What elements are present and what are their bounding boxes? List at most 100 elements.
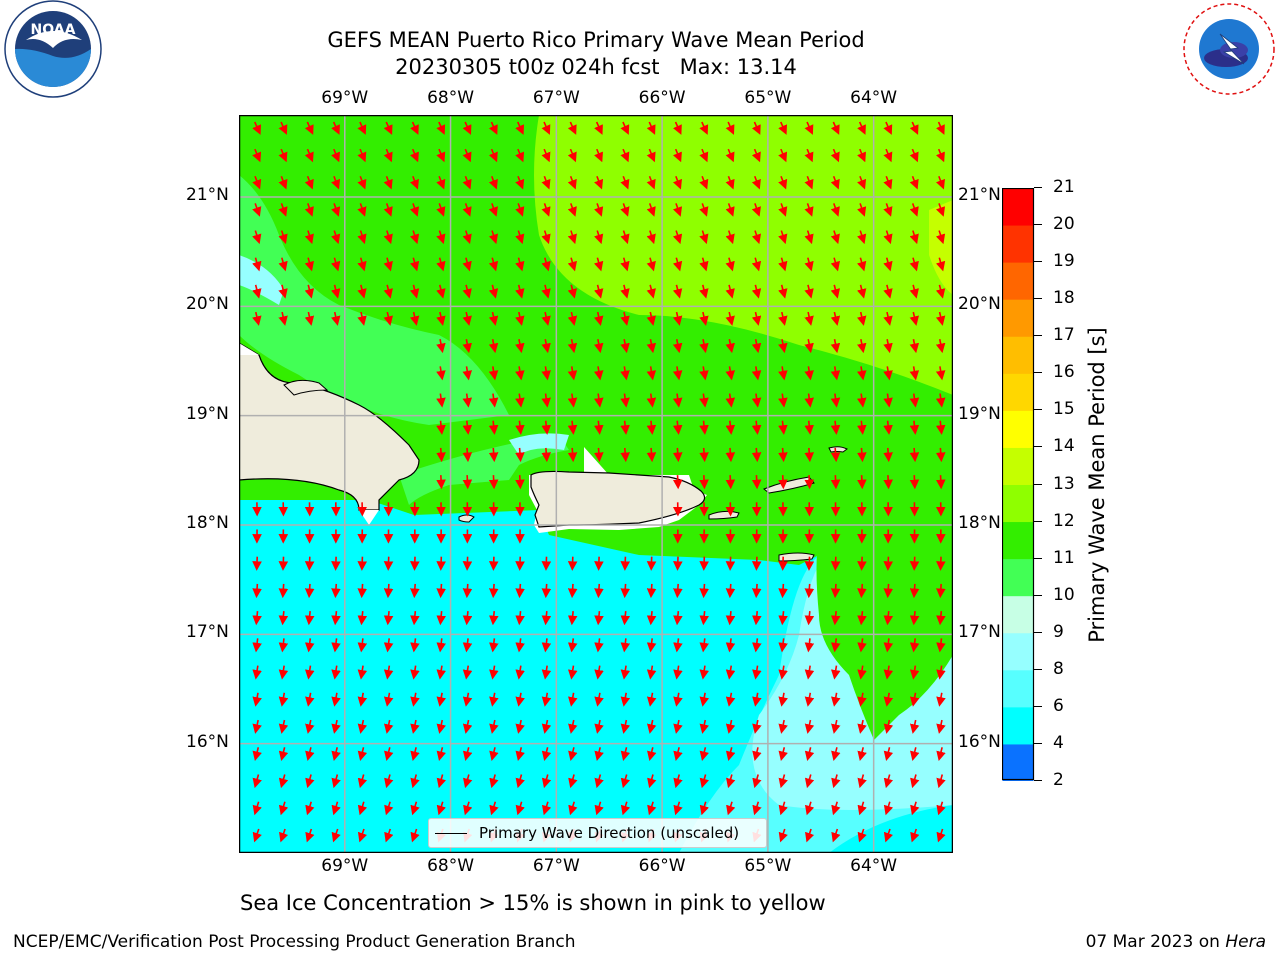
wave-arrow [883, 828, 894, 843]
wave-arrow [436, 366, 446, 381]
wave-arrow [252, 719, 262, 734]
wave-arrow [488, 284, 499, 299]
wave-arrow [936, 828, 946, 843]
wave-arrow [752, 747, 762, 762]
wave-arrow [462, 339, 472, 354]
lon-label-bottom: 69°W [321, 856, 369, 876]
wave-arrow [409, 311, 420, 326]
wave-arrow [252, 175, 262, 190]
wave-arrow [488, 366, 499, 381]
wave-arrow [567, 447, 578, 463]
sea-ice-note: Sea Ice Concentration > 15% is shown in … [240, 891, 826, 915]
wave-arrow [751, 230, 762, 245]
wave-arrow [936, 121, 945, 135]
wave-direction-arrows [252, 121, 946, 843]
wave-arrow [594, 638, 604, 653]
wave-arrow [857, 692, 867, 707]
wave-arrow [541, 366, 551, 381]
wave-arrow [252, 583, 262, 599]
wave-arrow [252, 747, 262, 762]
wave-arrow [646, 148, 656, 163]
colorbar-bin [1002, 299, 1034, 337]
colorbar-bin [1002, 447, 1034, 485]
wave-arrow [804, 801, 815, 816]
wave-arrow [331, 311, 341, 326]
colorbar-tick-mark [1034, 409, 1042, 411]
wave-arrow [857, 447, 867, 463]
wave-arrow [831, 828, 841, 843]
wave-arrow [778, 393, 788, 408]
wave-arrow [304, 230, 314, 245]
wave-arrow [541, 121, 551, 135]
wave-arrow [252, 692, 262, 707]
colorbar-tick-mark [1034, 446, 1042, 448]
colorbar-bin [1002, 225, 1034, 263]
wave-arrow [804, 420, 814, 435]
lat-label-left: 21°N [186, 185, 229, 205]
wave-arrow [831, 801, 841, 816]
wave-arrow [830, 475, 841, 490]
noaa-logo-icon: NOAA [4, 0, 102, 98]
wave-arrow [410, 611, 420, 626]
wave-arrow [935, 447, 946, 463]
wave-arrow [725, 583, 736, 599]
wave-arrow [462, 311, 472, 326]
wave-arrow [646, 447, 657, 463]
wave-arrow [594, 719, 604, 734]
wave-arrow [410, 774, 420, 789]
wave-arrow [410, 747, 420, 762]
wave-arrow [646, 692, 657, 707]
wave-arrow [935, 284, 946, 299]
wave-arrow [804, 692, 815, 707]
wave-arrow [725, 447, 736, 463]
wave-arrow [620, 774, 631, 789]
wave-arrow [304, 638, 315, 653]
wave-arrow [646, 311, 656, 326]
wave-arrow [331, 828, 341, 843]
wave-arrow [567, 366, 578, 381]
wave-arrow [384, 828, 394, 843]
wave-arrow [278, 257, 288, 272]
colorbar-bin [1002, 336, 1034, 374]
wave-arrow [830, 148, 840, 163]
wave-arrow [909, 665, 920, 680]
wave-arrow [909, 447, 920, 463]
wave-arrow [725, 148, 735, 163]
wave-arrow [515, 475, 525, 490]
wave-arrow [620, 203, 630, 217]
wave-arrow [567, 638, 578, 653]
wave-arrow [462, 284, 472, 299]
wave-arrow [646, 257, 656, 272]
wave-arrow [936, 774, 946, 789]
wave-arrow [383, 719, 394, 734]
wave-arrow [541, 774, 552, 789]
wave-arrow [935, 203, 946, 217]
wave-arrow [804, 638, 815, 653]
wave-arrow [672, 393, 683, 408]
colorbar-bin [1002, 188, 1034, 226]
wave-arrow [304, 583, 315, 599]
wave-arrow [830, 284, 841, 299]
wave-arrow [515, 692, 525, 707]
colorbar-bin [1002, 373, 1034, 411]
wave-arrow [778, 230, 788, 245]
lon-label-bottom: 65°W [744, 856, 792, 876]
wave-arrow [567, 583, 578, 599]
wave-arrow [699, 638, 709, 653]
wave-arrow [725, 257, 735, 272]
wave-arrow [409, 284, 420, 299]
map-border [239, 115, 953, 853]
wave-arrow [936, 638, 946, 653]
wave-arrow [541, 638, 552, 653]
wave-arrow [567, 284, 578, 299]
wave-arrow [357, 257, 367, 272]
wave-arrow [488, 121, 498, 135]
wave-arrow [830, 175, 840, 190]
colorbar-tick-mark [1034, 557, 1042, 559]
wave-arrow [384, 774, 394, 789]
wave-arrow [857, 230, 867, 245]
wave-arrow [567, 175, 577, 190]
wave-arrow [751, 366, 762, 381]
wave-arrow [804, 121, 814, 135]
wave-arrow [935, 311, 946, 326]
